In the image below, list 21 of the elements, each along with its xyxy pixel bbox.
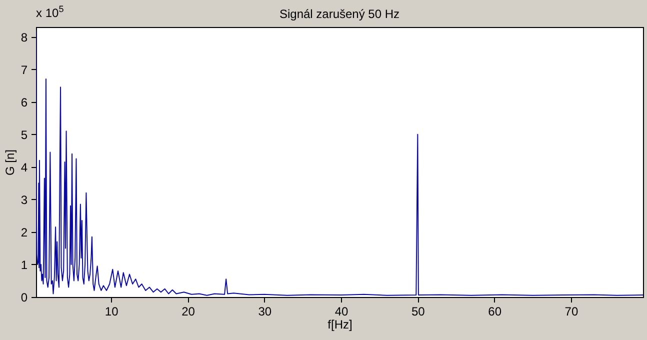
chart-title: Signál zarušený 50 Hz	[279, 7, 400, 21]
x-tick-label: 70	[564, 304, 578, 318]
x-tick-label: 60	[488, 304, 502, 318]
x-tick-label: 40	[334, 304, 349, 318]
y-tick-label: 2	[20, 225, 28, 240]
x-tick-label: 50	[411, 304, 426, 318]
text: x 10$^{5}$	[36, 4, 64, 20]
y-tick-label: 3	[20, 192, 28, 207]
y-tick-label: 6	[20, 95, 28, 110]
x-tick-label: 20	[182, 304, 196, 318]
y-tick-label: 4	[20, 160, 28, 174]
x-tick-label: 10	[104, 304, 119, 318]
y-axis-title: G [n]	[2, 149, 17, 176]
y-tick-label: 8	[20, 30, 28, 44]
y-tick-label: 7	[20, 62, 28, 77]
y-tick-label: 1	[20, 258, 28, 272]
x-tick-label: 30	[258, 304, 272, 318]
y-tick-label: 5	[20, 128, 28, 142]
line-series	[36, 30, 643, 296]
y-tick-label: 0	[20, 290, 28, 304]
x-axis-title: f[Hz]	[328, 318, 352, 332]
